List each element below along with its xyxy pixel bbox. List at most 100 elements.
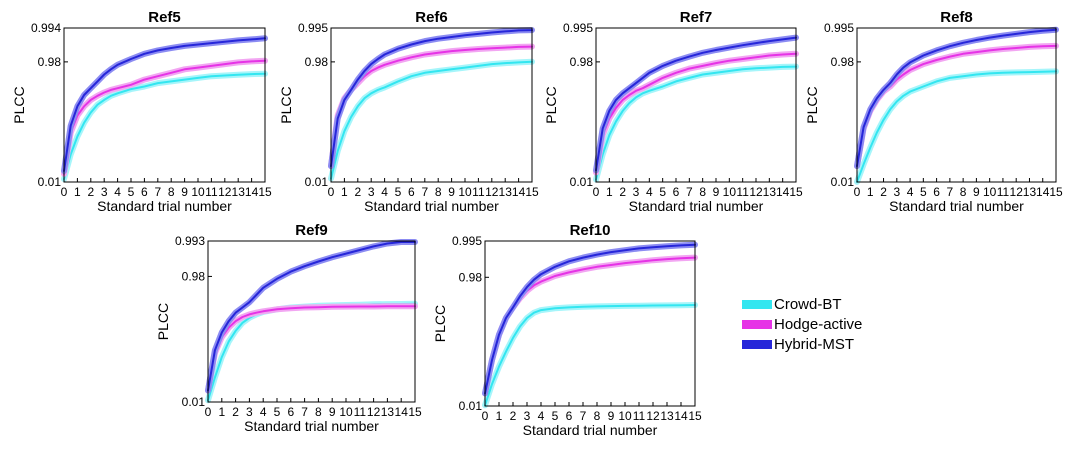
x-tick-label-ref7-2: 2 <box>619 185 626 199</box>
x-tick-label-ref6-2: 2 <box>354 185 361 199</box>
x-tick-label-ref8-15: 15 <box>1049 185 1063 199</box>
series-line-hybrid-mst-ref5 <box>63 37 266 172</box>
series-line-crowd-bt-ref7 <box>595 65 797 181</box>
y-tick-label-ref6-2: 0.995 <box>298 21 328 35</box>
legend: Crowd-BT Hodge-active Hybrid-MST <box>742 294 892 354</box>
y-tick-label-ref5-0: 0.01 <box>38 175 62 189</box>
x-tick-label-ref10-15: 15 <box>688 409 702 423</box>
x-tick-label-ref10-0: 0 <box>482 409 489 423</box>
series-line-hodge-active-ref9 <box>207 305 416 392</box>
x-tick-label-ref7-9: 9 <box>713 185 720 199</box>
x-tick-label-ref10-12: 12 <box>646 409 660 423</box>
x-tick-label-ref9-1: 1 <box>218 405 225 419</box>
legend-item-crowd-bt: Crowd-BT <box>742 294 892 314</box>
series-line-hybrid-mst-ref7 <box>595 36 797 172</box>
y-tick-label-ref8-2: 0.995 <box>824 21 854 35</box>
x-tick-label-ref9-14: 14 <box>395 405 409 419</box>
x-tick-label-ref10-4: 4 <box>538 409 545 423</box>
x-tick-label-ref8-6: 6 <box>933 185 940 199</box>
x-tick-label-ref10-10: 10 <box>618 409 632 423</box>
legend-label-hybrid-mst: Hybrid-MST <box>774 335 855 353</box>
series-line-crowd-bt-ref5 <box>63 72 266 181</box>
y-axis-label-ref6: PLCC <box>278 86 294 123</box>
series-line-hodge-active-ref8 <box>856 44 1057 168</box>
x-tick-label-ref9-2: 2 <box>232 405 239 419</box>
x-tick-label-ref8-8: 8 <box>960 185 967 199</box>
x-tick-label-ref5-3: 3 <box>101 185 108 199</box>
x-tick-label-ref5-8: 8 <box>168 185 175 199</box>
y-axis-label-ref8: PLCC <box>804 86 820 123</box>
x-tick-label-ref10-7: 7 <box>580 409 587 423</box>
x-tick-label-ref5-14: 14 <box>245 185 259 199</box>
y-tick-label-ref9-2: 0.993 <box>175 234 205 248</box>
y-tick-label-ref10-1: 0.98 <box>459 270 483 284</box>
series-line-hybrid-mst-ref8 <box>856 28 1057 168</box>
x-tick-label-ref5-7: 7 <box>154 185 161 199</box>
x-tick-label-ref5-13: 13 <box>232 185 246 199</box>
plot-frame-ref7 <box>595 27 797 183</box>
x-tick-label-ref6-9: 9 <box>448 185 455 199</box>
y-tick-label-ref7-0: 0.01 <box>570 175 594 189</box>
x-tick-label-ref6-1: 1 <box>341 185 348 199</box>
x-tick-label-ref10-6: 6 <box>566 409 573 423</box>
y-tick-label-ref10-0: 0.01 <box>459 399 483 413</box>
legend-swatch-hybrid-mst <box>742 339 772 349</box>
x-tick-label-ref8-2: 2 <box>880 185 887 199</box>
x-tick-label-ref6-11: 11 <box>472 185 485 199</box>
series-band-hodge-active-ref7 <box>593 50 799 176</box>
x-tick-label-ref10-14: 14 <box>674 409 688 423</box>
x-tick-label-ref9-0: 0 <box>205 405 212 419</box>
y-axis-label-ref9: PLCC <box>155 303 171 340</box>
legend-item-hybrid-mst: Hybrid-MST <box>742 334 892 354</box>
x-axis-label-ref8: Standard trial number <box>889 198 1024 214</box>
x-tick-label-ref7-7: 7 <box>686 185 693 199</box>
y-tick-label-ref5-2: 0.994 <box>31 21 61 35</box>
y-axis-label-ref10: PLCC <box>432 305 448 342</box>
series-line-crowd-bt-ref8 <box>856 70 1057 183</box>
panel-title-ref7: Ref7 <box>680 9 713 26</box>
x-tick-label-ref5-15: 15 <box>258 185 272 199</box>
x-tick-label-ref8-1: 1 <box>867 185 874 199</box>
x-tick-label-ref6-13: 13 <box>499 185 513 199</box>
x-tick-label-ref10-1: 1 <box>496 409 503 423</box>
series-line-crowd-bt-ref10 <box>484 304 696 407</box>
panel-title-ref9: Ref9 <box>295 222 328 239</box>
x-tick-label-ref10-3: 3 <box>524 409 531 423</box>
x-tick-label-ref5-10: 10 <box>191 185 205 199</box>
x-tick-label-ref5-5: 5 <box>128 185 135 199</box>
x-tick-label-ref7-5: 5 <box>659 185 666 199</box>
x-axis-label-ref5: Standard trial number <box>97 198 232 214</box>
series-band-crowd-bt-ref7 <box>593 63 799 183</box>
x-axis-label-ref9: Standard trial number <box>244 418 379 434</box>
x-tick-label-ref9-4: 4 <box>260 405 267 419</box>
x-tick-label-ref5-2: 2 <box>87 185 94 199</box>
x-tick-label-ref8-4: 4 <box>907 185 914 199</box>
x-tick-label-ref6-6: 6 <box>408 185 415 199</box>
panel-title-ref6: Ref6 <box>415 9 448 26</box>
x-tick-label-ref7-4: 4 <box>646 185 653 199</box>
x-tick-label-ref9-8: 8 <box>315 405 322 419</box>
x-tick-label-ref7-13: 13 <box>763 185 777 199</box>
series-band-hodge-active-ref10 <box>482 254 698 397</box>
x-tick-label-ref6-4: 4 <box>381 185 388 199</box>
x-tick-label-ref8-12: 12 <box>1010 185 1024 199</box>
legend-label-crowd-bt: Crowd-BT <box>774 295 842 313</box>
x-tick-label-ref5-0: 0 <box>61 185 68 199</box>
x-tick-label-ref9-5: 5 <box>274 405 281 419</box>
x-tick-label-ref10-11: 11 <box>633 409 646 423</box>
series-line-hybrid-mst-ref6 <box>330 29 533 168</box>
x-tick-label-ref9-9: 9 <box>329 405 336 419</box>
x-tick-label-ref9-15: 15 <box>408 405 422 419</box>
plot-frame-ref6 <box>330 27 533 183</box>
x-tick-label-ref10-13: 13 <box>660 409 674 423</box>
x-tick-label-ref5-1: 1 <box>74 185 81 199</box>
y-axis-label-ref5: PLCC <box>11 86 27 123</box>
plot-frame-ref10 <box>484 240 696 407</box>
legend-swatch-crowd-bt <box>742 299 772 309</box>
x-tick-label-ref10-8: 8 <box>594 409 601 423</box>
panel-title-ref5: Ref5 <box>148 9 181 26</box>
x-tick-label-ref5-6: 6 <box>141 185 148 199</box>
x-tick-label-ref6-10: 10 <box>458 185 472 199</box>
